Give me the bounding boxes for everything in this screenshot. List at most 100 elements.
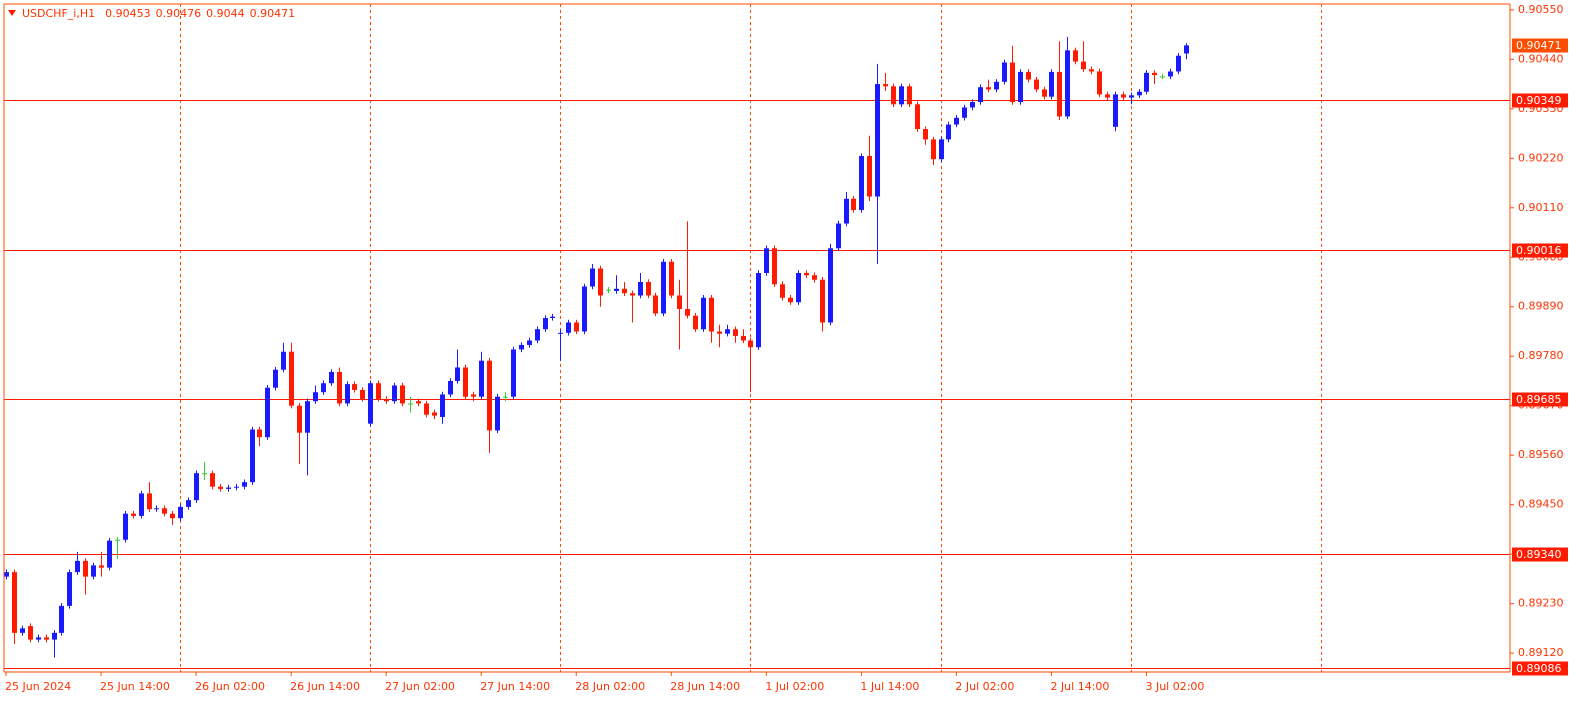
candle-body	[226, 487, 231, 489]
symbol-menu-arrow[interactable]	[8, 10, 16, 16]
price-level-box	[1512, 661, 1568, 676]
candle-body	[1144, 72, 1149, 92]
candle-body	[566, 322, 571, 333]
candle-body	[376, 383, 381, 399]
candle-body	[994, 81, 999, 90]
candle-body	[519, 344, 524, 350]
candle-body	[630, 293, 635, 296]
candle-body	[859, 156, 864, 211]
candle-body	[1065, 50, 1070, 117]
candle-body	[646, 281, 651, 296]
x-tick-label: 27 Jun 02:00	[385, 680, 455, 693]
x-tick-label: 2 Jul 02:00	[955, 680, 1014, 693]
candle-body	[582, 286, 587, 332]
x-tick-label: 26 Jun 02:00	[195, 680, 265, 693]
candle-body	[273, 369, 278, 388]
candle-body	[321, 383, 326, 393]
candle-body	[289, 351, 294, 406]
candle-body	[115, 539, 120, 541]
candle-body	[1073, 50, 1078, 62]
candle-body	[867, 156, 872, 197]
candle-body	[1018, 71, 1023, 103]
candle-body	[844, 198, 849, 224]
candle-body	[1097, 71, 1102, 95]
candle-body	[622, 288, 627, 294]
candle-body	[20, 628, 25, 633]
candle-body	[352, 384, 357, 390]
candle-body	[598, 268, 603, 296]
candle-body	[1002, 62, 1007, 82]
candle-body	[305, 401, 310, 433]
candle-body	[463, 367, 468, 397]
header-open: 0.90453	[105, 7, 151, 20]
y-tick-label: 0.89780	[1518, 349, 1564, 362]
candle-body	[360, 389, 365, 399]
candle-body	[75, 560, 80, 573]
candle-body	[717, 331, 722, 334]
candle-body	[1184, 45, 1189, 54]
candle-body	[368, 383, 373, 424]
chart-title: USDCHF_i,H1	[22, 7, 95, 20]
candle-body	[543, 317, 548, 330]
price-level-box	[1512, 392, 1568, 407]
candle-body	[875, 84, 880, 197]
candle-body	[107, 540, 112, 568]
candle-body	[851, 198, 856, 211]
candle-body	[693, 315, 698, 330]
candle-body	[511, 349, 516, 397]
candle-body	[1160, 76, 1165, 78]
candle-body	[1057, 71, 1062, 117]
candle-body	[550, 316, 555, 318]
candle-body	[52, 632, 57, 640]
candle-body	[741, 335, 746, 341]
candle-body	[28, 626, 33, 640]
candle-body	[709, 297, 714, 332]
candle-body	[99, 565, 104, 568]
candle-body	[669, 261, 674, 296]
candle-body	[907, 86, 912, 105]
candle-body	[1010, 62, 1015, 103]
candle-body	[970, 102, 975, 108]
current-price-box	[1512, 38, 1568, 53]
x-tick-label: 25 Jun 14:00	[100, 680, 170, 693]
candle-body	[147, 493, 152, 510]
y-tick-label: 0.90550	[1518, 3, 1564, 16]
candle-body	[471, 394, 476, 397]
candle-body	[448, 380, 453, 395]
candle-body	[313, 392, 318, 402]
candle-body	[139, 493, 144, 516]
x-tick-label: 28 Jun 14:00	[670, 680, 740, 693]
candle-body	[1121, 94, 1126, 98]
x-tick-label: 2 Jul 14:00	[1050, 680, 1109, 693]
y-tick-label: 0.89230	[1518, 597, 1564, 610]
candle-body	[67, 572, 72, 606]
candle-body	[416, 401, 421, 404]
price-level-box	[1512, 243, 1568, 258]
candle-body	[1105, 94, 1110, 98]
candle-body	[653, 295, 658, 314]
y-tick-label: 0.90110	[1518, 201, 1564, 214]
candle-body	[828, 248, 833, 323]
candle-body	[392, 385, 397, 402]
candle-body	[685, 308, 690, 316]
candle-body	[345, 384, 350, 404]
candle-body	[265, 387, 270, 438]
candle-body	[400, 385, 405, 404]
y-tick-label: 0.90220	[1518, 151, 1564, 164]
candle-body	[1026, 71, 1031, 80]
axis-layer: 0.89120 0.89230 0.89340 0.89450 0.89560 0.896…	[5, 3, 1564, 693]
candle-body	[178, 506, 183, 519]
candle-body	[281, 351, 286, 370]
candle-body	[614, 288, 619, 291]
candle-body	[337, 371, 342, 404]
candle-body	[12, 572, 17, 633]
price-level-box	[1512, 93, 1568, 108]
candle-body	[606, 289, 611, 291]
header-close: 0.90471	[250, 7, 296, 20]
candle-body	[257, 429, 262, 438]
candle-body	[954, 117, 959, 125]
candle-body	[455, 367, 460, 381]
candle-body	[780, 284, 785, 298]
